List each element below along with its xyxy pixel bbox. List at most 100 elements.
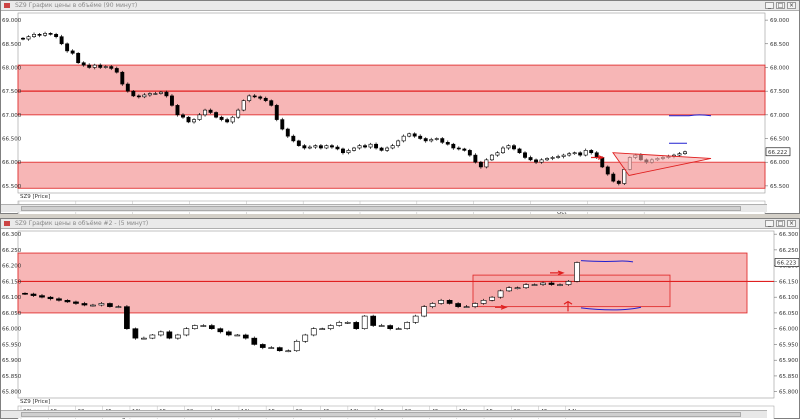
horizontal-scrollbar[interactable] — [1, 410, 767, 418]
candle-body — [489, 154, 494, 161]
candle-body — [480, 300, 487, 304]
candle-body — [429, 303, 436, 307]
candle-body — [269, 100, 274, 106]
series-label: SZ9 [Price] — [20, 194, 50, 200]
candle-body — [54, 34, 59, 37]
candle-body — [462, 148, 467, 151]
candle-body — [142, 94, 147, 98]
candle-body — [291, 135, 296, 142]
candle-body — [197, 114, 202, 120]
candle-body — [319, 328, 326, 330]
maximize-button[interactable]: □ — [776, 220, 785, 227]
candle-body — [285, 128, 290, 137]
candle-body — [217, 328, 224, 333]
y-tick-label: 68.500 — [770, 42, 790, 48]
y-tick-label-left: 69.000 — [2, 18, 22, 24]
candle-body — [506, 287, 512, 292]
price-chart-5min[interactable]: 66.30066.30066.25066.25066.20066.20066.1… — [1, 229, 799, 419]
y-tick-label-left: 66.000 — [2, 160, 22, 166]
candle-body — [302, 334, 309, 342]
candle-body — [495, 152, 500, 156]
y-tick-label-left: 65.500 — [2, 184, 22, 190]
candle-body — [318, 145, 323, 149]
candle-body — [374, 143, 379, 149]
candle-body — [214, 112, 219, 118]
candle-body — [307, 146, 312, 149]
triangle-pattern — [612, 152, 712, 176]
candle-body — [387, 325, 394, 329]
horizontal-scrollbar[interactable] — [1, 204, 767, 212]
candle-body — [363, 145, 367, 148]
candle-body — [22, 292, 28, 295]
price-chart-90min[interactable]: 69.000 69.000 68.500 68.500 68.000 68.000 67.5… — [1, 11, 799, 214]
candle-body — [456, 147, 461, 150]
close-button[interactable]: × — [787, 2, 796, 9]
candle-body — [181, 114, 185, 118]
y-tick-label-left: 65.950 — [2, 342, 22, 348]
window-title: SZ9 График цены в объёме #2 - (5 минут) — [15, 220, 149, 227]
candle-body — [352, 147, 356, 151]
y-tick-label: 65.850 — [779, 374, 799, 380]
candle-body — [285, 350, 292, 353]
candle-body — [600, 157, 605, 168]
candle-body — [594, 152, 599, 158]
candle-body — [64, 300, 71, 303]
y-tick-label: 66.500 — [770, 137, 790, 143]
candle-body — [65, 43, 70, 52]
candle-body — [98, 64, 103, 68]
window-titlebar[interactable]: SZ9 График цены в объёме #2 - (5 минут) … — [1, 219, 799, 229]
candle-body — [115, 306, 122, 308]
y-tick-label-left: 68.000 — [2, 65, 22, 71]
y-tick-label: 68.000 — [770, 65, 790, 71]
candle-body — [467, 150, 472, 156]
candle-body — [434, 138, 439, 140]
close-button[interactable]: × — [787, 220, 796, 227]
candle-body — [445, 142, 450, 145]
window-titlebar[interactable]: SZ9 График цены в объёме (90 минут) _ □ … — [1, 1, 799, 11]
candle-body — [247, 95, 252, 101]
candle-body — [183, 328, 190, 336]
candle-body — [407, 133, 412, 137]
candle-body — [605, 166, 610, 175]
minimize-button[interactable]: _ — [765, 2, 774, 9]
candle-body — [242, 334, 249, 339]
candle-body — [589, 150, 594, 154]
maximize-button[interactable]: □ — [776, 2, 785, 9]
scrollbar-thumb[interactable] — [21, 206, 741, 211]
series-label: SZ9 [Price] — [20, 399, 50, 405]
y-tick-label: 65.500 — [770, 184, 790, 190]
scrollbar-thumb[interactable] — [21, 412, 741, 417]
candle-body — [241, 100, 246, 111]
candle-body — [169, 95, 174, 106]
candle-body — [47, 296, 54, 300]
y-tick-label-left: 66.050 — [2, 311, 22, 317]
y-tick-label: 67.000 — [770, 113, 790, 119]
candle-body — [132, 328, 139, 339]
candle-body — [412, 315, 419, 323]
candle-body — [280, 119, 285, 130]
candle-body — [98, 303, 105, 306]
minimize-button[interactable]: _ — [765, 220, 774, 227]
candle-body — [418, 135, 423, 139]
candle-body — [136, 95, 141, 98]
candle-body — [572, 152, 577, 155]
candle-body — [90, 304, 96, 307]
candle-body — [153, 93, 158, 95]
candle-body — [683, 151, 687, 154]
candle-body — [463, 306, 470, 308]
arrow-annotation — [563, 300, 573, 312]
candle-body — [175, 334, 181, 339]
y-tick-label: 67.500 — [770, 89, 790, 95]
candle-body — [404, 322, 411, 329]
y-tick-label: 66.150 — [779, 279, 799, 285]
candle-body — [378, 325, 385, 327]
candle-body — [124, 306, 130, 329]
candle-body — [208, 109, 213, 113]
window-icon — [4, 3, 10, 8]
candle-body — [616, 180, 621, 184]
candle-body — [302, 145, 307, 149]
candle-body — [534, 159, 539, 163]
candle-body — [528, 157, 533, 161]
y-tick-label: 66.050 — [779, 311, 799, 317]
candle-body — [514, 287, 521, 290]
